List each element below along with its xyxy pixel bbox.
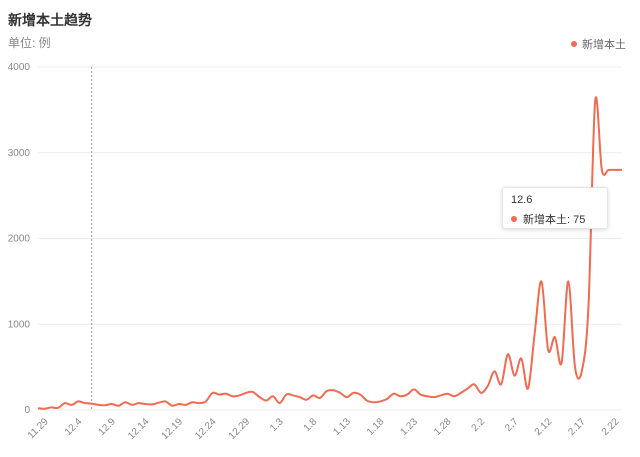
x-tick-label: 1.3 — [268, 416, 286, 434]
legend-marker — [571, 41, 577, 47]
y-tick-label: 2000 — [8, 234, 31, 245]
x-tick-label: 12.9 — [96, 416, 118, 438]
x-tick-label: 1.28 — [432, 416, 454, 438]
x-tick-label: 1.13 — [331, 416, 353, 438]
x-tick-label: 12.14 — [126, 416, 152, 442]
x-tick-label: 2.7 — [503, 416, 521, 434]
legend[interactable]: 新增本土 — [571, 36, 626, 52]
y-tick-label: 1000 — [8, 319, 31, 330]
tooltip: 12.6 新增本土: 75 — [502, 187, 608, 229]
series-line — [37, 96, 622, 410]
tooltip-marker — [511, 216, 517, 222]
x-tick-label: 2.17 — [566, 416, 588, 438]
y-tick-label: 3000 — [8, 148, 31, 159]
legend-label: 新增本土 — [582, 39, 626, 51]
x-tick-label: 12.19 — [160, 416, 186, 442]
y-tick-label: 4000 — [8, 62, 31, 73]
tooltip-value: 新增本土: 75 — [523, 214, 586, 226]
x-tick-label: 2.2 — [470, 416, 488, 434]
chart-title: 新增本土趋势 — [8, 12, 92, 28]
unit-label: 单位: 例 — [8, 36, 51, 50]
tooltip-row: 新增本土: 75 — [511, 211, 599, 227]
y-tick-label: 0 — [24, 405, 30, 416]
x-tick-label: 1.8 — [302, 416, 320, 434]
x-tick-label: 2.12 — [533, 416, 555, 438]
x-tick-label: 12.29 — [227, 416, 253, 442]
x-tick-label: 1.18 — [365, 416, 387, 438]
x-tick-label: 12.4 — [63, 416, 85, 438]
x-tick-label: 12.24 — [193, 416, 219, 442]
tooltip-date: 12.6 — [511, 194, 533, 206]
x-tick-label: 1.23 — [398, 416, 420, 438]
x-tick-label: 2.22 — [600, 416, 622, 438]
x-tick-label: 11.29 — [26, 416, 51, 441]
